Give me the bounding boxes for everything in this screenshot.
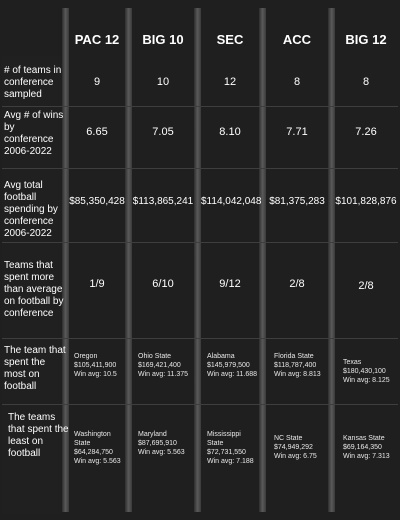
win-average: Win avg: 10.5 [74,371,117,378]
team-name: Kansas State [343,435,385,442]
team-name: Alabama [207,353,235,360]
teams-sampled-acc: 8 [293,76,301,88]
most-acc: Florida State $118,787,400 Win avg: 8.81… [274,352,330,379]
above-avg-pac12: 1/9 [89,278,105,290]
spending-amount: $74,949,292 [274,444,313,451]
spending-amount: $72,731,550 [207,449,246,456]
header-big12: BIG 12 [345,32,387,47]
win-average: Win avg: 7.313 [343,453,390,460]
avg-spending-big10: $113,865,241 [132,196,194,207]
teams-sampled-sec: 12 [223,76,237,88]
row-separator [2,106,398,107]
team-name: NC State [274,435,303,442]
win-average: Win avg: 5.563 [138,449,185,456]
win-average: Win avg: 11.375 [138,371,189,378]
most-pac12: Oregon $105,411,900 Win avg: 10.5 [74,352,126,379]
team-name: Texas [343,359,362,366]
label-teams-sampled: # of teams in conference sampled [4,65,62,100]
most-big12: Texas $180,430,100 Win avg: 8.125 [343,358,399,385]
header-big10: BIG 10 [142,32,184,47]
team-name: Maryland [138,431,167,438]
team-name: Mississippi State [207,431,241,447]
win-average: Win avg: 8.813 [274,371,321,378]
teams-sampled-big12: 8 [362,76,370,88]
header-acc: ACC [282,32,312,47]
label-avg-wins: Avg # of wins by conference 2006-2022 [4,110,64,157]
column-divider [194,8,201,512]
row-separator [2,168,398,169]
team-name: Washington State [74,431,111,447]
least-pac12: Washington State $64,284,750 Win avg: 5.… [74,430,124,466]
label-most: The team that spent the most on football [4,345,66,392]
avg-wins-sec: 8.10 [219,126,241,138]
column-divider [259,8,266,512]
least-big12: Kansas State $69,164,350 Win avg: 7.313 [343,434,399,461]
teams-sampled-big10: 10 [156,76,170,88]
least-acc: NC State $74,949,292 Win avg: 6.75 [274,434,330,461]
row-separator [2,338,398,339]
spending-amount: $87,695,910 [138,440,177,447]
above-avg-big10: 6/10 [152,278,174,290]
avg-spending-big12: $101,828,876 [335,196,397,207]
spending-amount: $169,421,400 [138,362,181,369]
above-avg-sec: 9/12 [219,278,241,290]
spending-amount: $118,787,400 [274,362,317,369]
spending-amount: $64,284,750 [74,449,113,456]
label-avg-spending: Avg total football spending by conferenc… [4,180,58,239]
win-average: Win avg: 11.688 [207,371,258,378]
avg-wins-big10: 7.05 [152,126,174,138]
avg-spending-pac12: $85,350,428 [69,196,125,207]
header-pac12: PAC 12 [74,32,120,47]
row-separator [2,404,398,405]
avg-wins-acc: 7.71 [286,126,308,138]
spending-amount: $145,979,500 [207,362,250,369]
least-sec: Mississippi State $72,731,550 Win avg: 7… [207,430,259,466]
above-avg-big12: 2/8 [358,280,374,292]
avg-wins-pac12: 6.65 [86,126,108,138]
win-average: Win avg: 5.563 [74,458,121,465]
avg-wins-big12: 7.26 [355,126,377,138]
team-name: Oregon [74,353,98,360]
above-avg-acc: 2/8 [289,278,305,290]
spending-amount: $105,411,900 [74,362,117,369]
column-divider [62,8,69,512]
avg-spending-sec: $114,042,048 [201,196,262,207]
label-above-avg: Teams that spent more than average on fo… [4,260,64,319]
label-least: The teams that spent the least on footba… [8,412,69,459]
teams-sampled-pac12: 9 [93,76,101,88]
avg-spending-acc: $81,375,283 [269,196,325,207]
most-big10: Ohio State $169,421,400 Win avg: 11.375 [138,352,194,379]
win-average: Win avg: 7.188 [207,458,254,465]
win-average: Win avg: 6.75 [274,453,317,460]
team-name: Florida State [274,353,314,360]
header-sec: SEC [216,32,244,47]
most-sec: Alabama $145,979,500 Win avg: 11.688 [207,352,261,379]
column-divider [125,8,132,512]
least-big10: Maryland $87,695,910 Win avg: 5.563 [138,430,194,457]
spending-amount: $69,164,350 [343,444,382,451]
row-separator [2,242,398,243]
spending-amount: $180,430,100 [343,368,386,375]
column-divider [328,8,335,512]
team-name: Ohio State [138,353,172,360]
win-average: Win avg: 8.125 [343,377,390,384]
row-label-panel [2,56,62,514]
